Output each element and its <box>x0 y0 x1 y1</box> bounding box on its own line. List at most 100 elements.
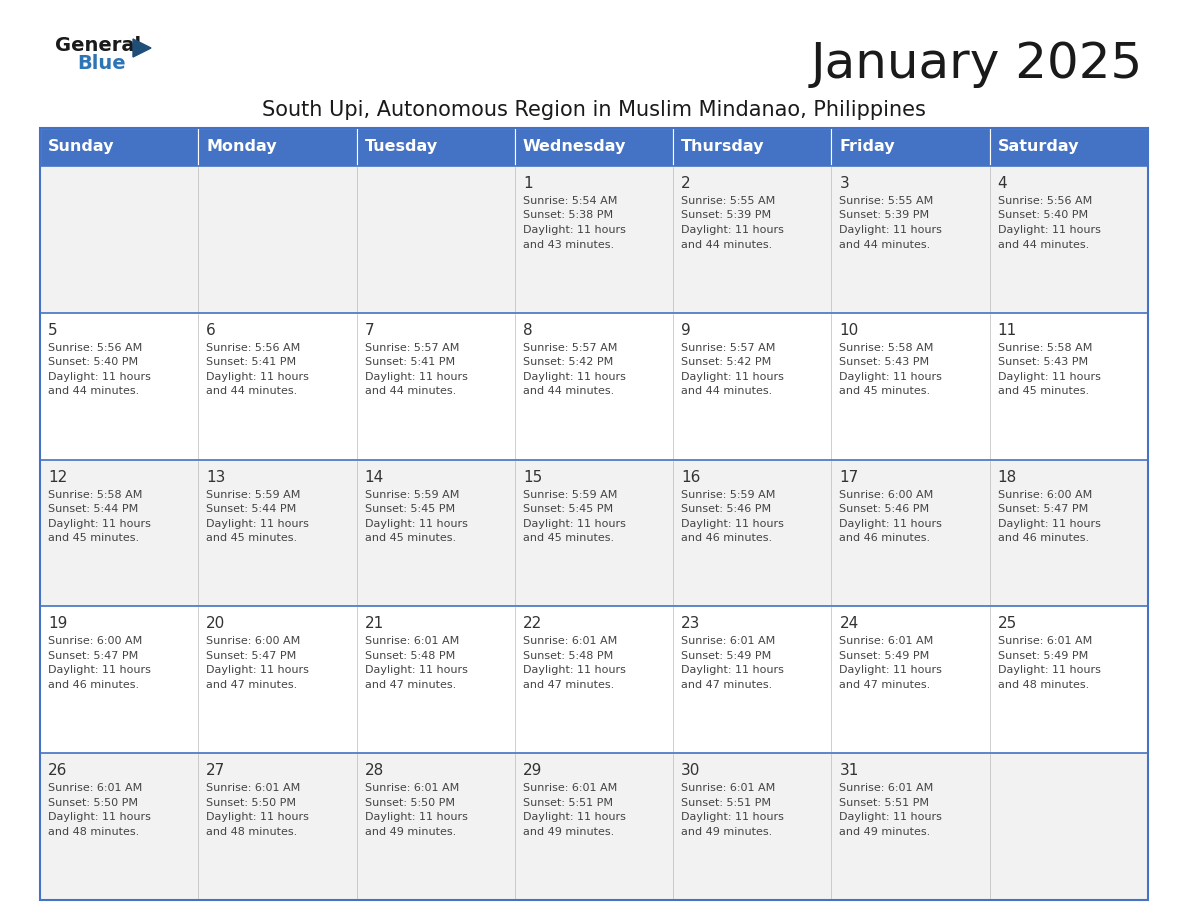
Text: Sunrise: 5:59 AM: Sunrise: 5:59 AM <box>207 489 301 499</box>
Text: and 44 minutes.: and 44 minutes. <box>207 386 297 397</box>
Bar <box>356 128 514 166</box>
Text: Sunset: 5:41 PM: Sunset: 5:41 PM <box>365 357 455 367</box>
Text: 18: 18 <box>998 470 1017 485</box>
Text: Sunset: 5:45 PM: Sunset: 5:45 PM <box>523 504 613 514</box>
Text: 5: 5 <box>48 323 58 338</box>
Text: Daylight: 11 hours: Daylight: 11 hours <box>681 519 784 529</box>
Text: Sunrise: 5:56 AM: Sunrise: 5:56 AM <box>48 342 143 353</box>
Text: Daylight: 11 hours: Daylight: 11 hours <box>840 519 942 529</box>
Text: 14: 14 <box>365 470 384 485</box>
Text: 11: 11 <box>998 323 1017 338</box>
Text: and 44 minutes.: and 44 minutes. <box>681 240 772 250</box>
Text: Daylight: 11 hours: Daylight: 11 hours <box>681 225 784 235</box>
Text: Sunrise: 5:58 AM: Sunrise: 5:58 AM <box>48 489 143 499</box>
Bar <box>674 128 832 166</box>
Text: Sunday: Sunday <box>48 140 114 154</box>
Text: 4: 4 <box>998 176 1007 191</box>
Text: and 45 minutes.: and 45 minutes. <box>207 533 297 543</box>
Text: and 44 minutes.: and 44 minutes. <box>365 386 456 397</box>
Text: Saturday: Saturday <box>998 140 1079 154</box>
Text: Sunrise: 5:55 AM: Sunrise: 5:55 AM <box>840 196 934 206</box>
Text: Sunset: 5:49 PM: Sunset: 5:49 PM <box>681 651 771 661</box>
Text: Daylight: 11 hours: Daylight: 11 hours <box>840 372 942 382</box>
Text: Sunset: 5:47 PM: Sunset: 5:47 PM <box>48 651 138 661</box>
Text: South Upi, Autonomous Region in Muslim Mindanao, Philippines: South Upi, Autonomous Region in Muslim M… <box>263 100 925 120</box>
Text: Sunrise: 6:00 AM: Sunrise: 6:00 AM <box>998 489 1092 499</box>
Text: Daylight: 11 hours: Daylight: 11 hours <box>840 666 942 676</box>
Text: Sunrise: 5:54 AM: Sunrise: 5:54 AM <box>523 196 618 206</box>
Text: Daylight: 11 hours: Daylight: 11 hours <box>48 812 151 823</box>
Text: Sunrise: 6:01 AM: Sunrise: 6:01 AM <box>681 636 776 646</box>
Text: 27: 27 <box>207 763 226 778</box>
Bar <box>40 128 198 166</box>
Text: Sunrise: 5:56 AM: Sunrise: 5:56 AM <box>207 342 301 353</box>
Text: 26: 26 <box>48 763 68 778</box>
Text: Sunset: 5:47 PM: Sunset: 5:47 PM <box>207 651 297 661</box>
Text: and 43 minutes.: and 43 minutes. <box>523 240 614 250</box>
Text: 29: 29 <box>523 763 542 778</box>
Text: 9: 9 <box>681 323 691 338</box>
Text: Sunset: 5:48 PM: Sunset: 5:48 PM <box>365 651 455 661</box>
Text: Daylight: 11 hours: Daylight: 11 hours <box>207 666 309 676</box>
Text: 23: 23 <box>681 616 701 632</box>
Bar <box>40 607 1148 753</box>
Text: Daylight: 11 hours: Daylight: 11 hours <box>523 372 626 382</box>
Bar <box>514 128 674 166</box>
Text: Daylight: 11 hours: Daylight: 11 hours <box>207 519 309 529</box>
Bar <box>990 128 1148 166</box>
Text: Sunrise: 5:55 AM: Sunrise: 5:55 AM <box>681 196 776 206</box>
Text: Sunset: 5:50 PM: Sunset: 5:50 PM <box>207 798 296 808</box>
Text: Sunrise: 6:01 AM: Sunrise: 6:01 AM <box>523 636 617 646</box>
Text: 8: 8 <box>523 323 532 338</box>
Text: Sunrise: 5:58 AM: Sunrise: 5:58 AM <box>998 342 1092 353</box>
Text: and 44 minutes.: and 44 minutes. <box>840 240 930 250</box>
Text: 3: 3 <box>840 176 849 191</box>
Text: Daylight: 11 hours: Daylight: 11 hours <box>523 666 626 676</box>
Text: Sunset: 5:39 PM: Sunset: 5:39 PM <box>681 210 771 220</box>
Text: and 49 minutes.: and 49 minutes. <box>523 827 614 836</box>
Text: Sunrise: 6:01 AM: Sunrise: 6:01 AM <box>681 783 776 793</box>
Text: Sunset: 5:42 PM: Sunset: 5:42 PM <box>681 357 771 367</box>
Text: Daylight: 11 hours: Daylight: 11 hours <box>48 372 151 382</box>
Text: Blue: Blue <box>77 54 126 73</box>
Text: Thursday: Thursday <box>681 140 765 154</box>
Text: Sunrise: 5:58 AM: Sunrise: 5:58 AM <box>840 342 934 353</box>
Bar <box>40 460 1148 607</box>
Text: Sunrise: 5:56 AM: Sunrise: 5:56 AM <box>998 196 1092 206</box>
Text: Sunset: 5:49 PM: Sunset: 5:49 PM <box>998 651 1088 661</box>
Text: 24: 24 <box>840 616 859 632</box>
Text: and 45 minutes.: and 45 minutes. <box>48 533 139 543</box>
Bar <box>40 166 1148 313</box>
Text: and 46 minutes.: and 46 minutes. <box>48 680 139 690</box>
Text: 21: 21 <box>365 616 384 632</box>
Text: 28: 28 <box>365 763 384 778</box>
Text: Sunset: 5:51 PM: Sunset: 5:51 PM <box>840 798 929 808</box>
Text: Sunset: 5:39 PM: Sunset: 5:39 PM <box>840 210 929 220</box>
Bar <box>832 128 990 166</box>
Text: 15: 15 <box>523 470 542 485</box>
Text: and 48 minutes.: and 48 minutes. <box>48 827 139 836</box>
Text: Sunset: 5:51 PM: Sunset: 5:51 PM <box>523 798 613 808</box>
Text: and 47 minutes.: and 47 minutes. <box>523 680 614 690</box>
Text: Sunset: 5:49 PM: Sunset: 5:49 PM <box>840 651 930 661</box>
Text: Sunrise: 6:01 AM: Sunrise: 6:01 AM <box>48 783 143 793</box>
Text: Sunset: 5:40 PM: Sunset: 5:40 PM <box>48 357 138 367</box>
Text: Daylight: 11 hours: Daylight: 11 hours <box>681 372 784 382</box>
Text: Sunset: 5:46 PM: Sunset: 5:46 PM <box>681 504 771 514</box>
Text: Sunrise: 5:59 AM: Sunrise: 5:59 AM <box>681 489 776 499</box>
Text: 16: 16 <box>681 470 701 485</box>
Text: Daylight: 11 hours: Daylight: 11 hours <box>998 372 1100 382</box>
Text: 2: 2 <box>681 176 690 191</box>
Text: Sunset: 5:48 PM: Sunset: 5:48 PM <box>523 651 613 661</box>
Polygon shape <box>133 39 151 57</box>
Text: and 47 minutes.: and 47 minutes. <box>365 680 456 690</box>
Bar <box>40 753 1148 900</box>
Text: and 44 minutes.: and 44 minutes. <box>998 240 1089 250</box>
Text: 25: 25 <box>998 616 1017 632</box>
Bar <box>198 128 356 166</box>
Text: Monday: Monday <box>207 140 277 154</box>
Text: and 44 minutes.: and 44 minutes. <box>523 386 614 397</box>
Text: Daylight: 11 hours: Daylight: 11 hours <box>207 372 309 382</box>
Text: and 46 minutes.: and 46 minutes. <box>840 533 930 543</box>
Text: and 48 minutes.: and 48 minutes. <box>998 680 1089 690</box>
